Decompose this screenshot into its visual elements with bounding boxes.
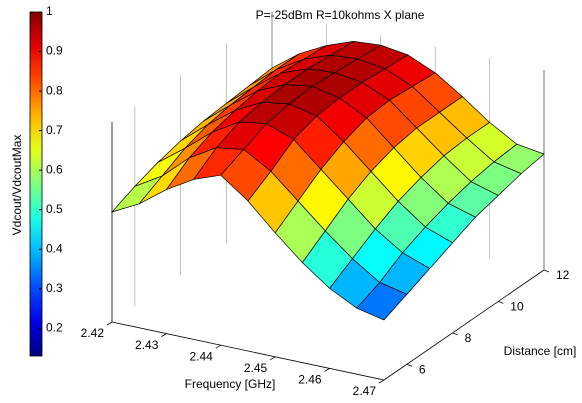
x-tick-label: 2.47 (353, 384, 377, 398)
x-tick-label: 2.43 (135, 338, 159, 352)
y-tick (452, 332, 458, 336)
colorbar-tick-label: 0.6 (46, 162, 63, 176)
y-tick-label: 10 (510, 300, 524, 314)
surface-patch (356, 282, 408, 321)
x-tick-label: 2.46 (298, 373, 322, 387)
colorbar-tick-label: 0.8 (46, 83, 63, 97)
x-tick (161, 333, 167, 337)
y-tick-label: 6 (419, 362, 426, 376)
x-tick (215, 344, 222, 349)
colorbar-tick-label: 0.7 (46, 123, 63, 137)
y-tick (406, 363, 413, 367)
colorbar-label: Vdcout/VdcoutMax (10, 135, 24, 236)
x-axis-line (111, 321, 385, 381)
x-tick (324, 368, 330, 372)
x-tick (106, 321, 113, 326)
y-tick-label: 12 (556, 268, 570, 282)
colorbar-tick-label: 0.2 (46, 320, 63, 334)
colorbar-tick-label: 0.3 (46, 281, 63, 295)
colorbar-tick-label: 1 (46, 4, 53, 18)
colorbar (29, 11, 43, 357)
y-axis-line (383, 269, 545, 381)
y-tick (543, 269, 550, 273)
chart-title: P=-25dBm R=10kohms X plane (256, 8, 425, 22)
y-axis-label: Distance [cm] (504, 344, 577, 358)
x-tick (378, 379, 385, 384)
colorbar-tick-label: 0.9 (46, 44, 63, 58)
x-axis-label: Frequency [GHz] (185, 377, 276, 391)
y-tick (498, 301, 504, 304)
y-tick-label: 8 (465, 331, 472, 345)
x-tick-label: 2.44 (189, 349, 213, 363)
colorbar-tick-label: 0.4 (46, 241, 63, 255)
x-tick-label: 2.45 (244, 361, 268, 375)
colorbar-tick-label: 0.5 (46, 202, 63, 216)
x-tick-label: 2.42 (81, 326, 105, 340)
x-tick (269, 356, 276, 361)
